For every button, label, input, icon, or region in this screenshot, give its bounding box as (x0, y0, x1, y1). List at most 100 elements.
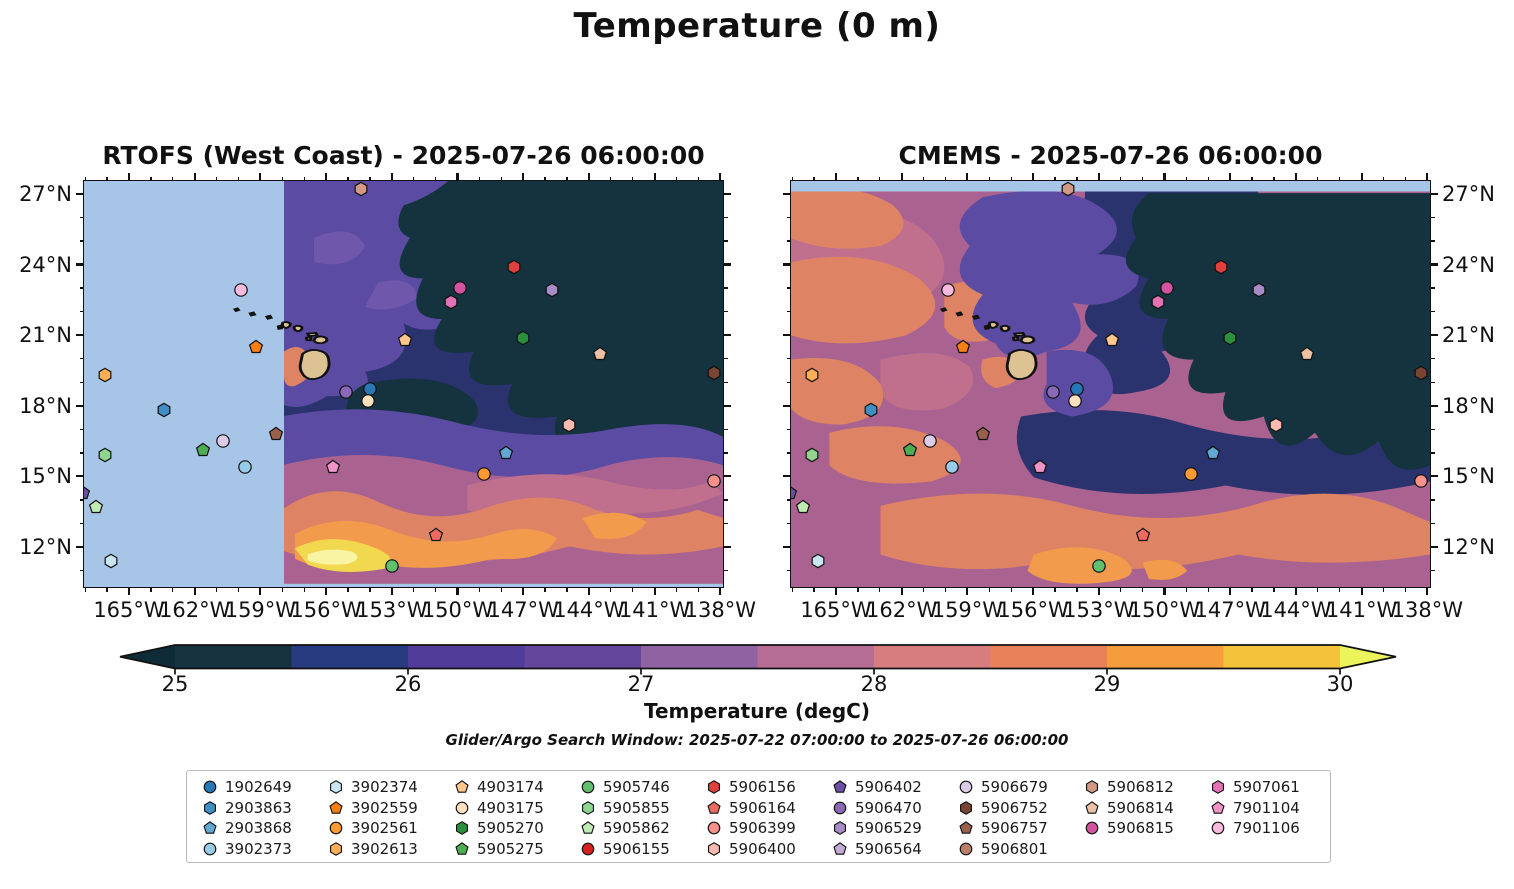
x-tick-top (1426, 173, 1429, 181)
x-tick-label: 141°W (1325, 598, 1398, 622)
x-tick-top (587, 173, 590, 181)
float-marker-5906752 (706, 365, 721, 381)
x-tick (1076, 587, 1078, 592)
temperature-field (84, 181, 723, 587)
y-tick-left (786, 522, 791, 525)
y-tick-right (723, 404, 731, 407)
pentagon-icon (833, 841, 847, 855)
hexagon-icon (1269, 417, 1283, 432)
hexagon-icon (330, 841, 342, 856)
x-tick (84, 587, 86, 592)
y-tick-left (79, 381, 84, 383)
search-window-note: Glider/Argo Search Window: 2025-07-22 07… (445, 731, 1069, 749)
float-marker-5907061 (443, 294, 458, 310)
x-tick-top (1076, 176, 1078, 181)
y-tick-label: 27°N (19, 182, 72, 206)
y-tick-label: 27°N (1442, 182, 1495, 206)
legend-entry-7901106: 7901106 (1211, 819, 1300, 837)
circle-icon (707, 821, 721, 835)
float-marker-5905746 (1091, 558, 1106, 573)
circle-icon (476, 467, 491, 481)
y-tick-right (1430, 192, 1438, 196)
circle-icon (360, 394, 375, 408)
map-plot-area (791, 181, 1430, 587)
legend-float-id: 5906815 (1107, 819, 1174, 837)
x-tick-top (1032, 173, 1035, 181)
x-tick (1294, 587, 1297, 595)
float-marker-5905862 (89, 499, 104, 514)
x-tick-top (1141, 176, 1144, 181)
x-tick-top (303, 176, 305, 181)
x-tick (237, 587, 240, 592)
x-tick (1339, 587, 1341, 592)
x-tick (413, 587, 415, 592)
legend-entry-5906752: 5906752 (959, 799, 1048, 817)
pentagon-icon (791, 486, 798, 499)
float-marker-2903868 (498, 445, 513, 460)
x-tick-top (1207, 176, 1209, 181)
x-tick-top (127, 173, 131, 181)
x-tick-label: 147°W (487, 598, 559, 622)
y-tick-left (79, 499, 84, 501)
x-tick-label: 144°W (553, 598, 625, 622)
float-marker-7901106 (233, 283, 248, 298)
x-tick (988, 587, 990, 592)
legend-float-id: 5905855 (603, 798, 670, 817)
x-tick-top (1163, 173, 1166, 181)
circle-icon (203, 780, 217, 794)
x-tick-top (237, 176, 240, 181)
y-tick-left (76, 192, 84, 196)
x-tick-top (610, 176, 612, 181)
legend-float-id: 4903175 (477, 798, 544, 817)
x-tick (215, 587, 218, 592)
x-tick-top (1273, 176, 1275, 181)
pentagon-icon (268, 426, 283, 441)
legend-float-id: 5906399 (729, 819, 796, 837)
colorbar-tick-label: 30 (1326, 672, 1354, 696)
float-marker-7901106 (940, 283, 955, 298)
float-marker-3902373 (238, 459, 253, 474)
y-tick-left (79, 287, 84, 289)
y-tick-left (786, 358, 791, 360)
y-tick-left (786, 499, 791, 501)
hexagon-icon (960, 800, 972, 815)
y-tick-left (76, 334, 84, 337)
y-tick-left (783, 545, 791, 549)
pentagon-icon (248, 339, 264, 354)
legend-entry-7901104: 7901104 (1211, 799, 1300, 817)
colorbar-tick-label: 29 (1093, 672, 1121, 696)
legend-float-id: 5906400 (729, 839, 796, 858)
hexagon-icon (805, 447, 819, 463)
x-tick-label: 153°W (1063, 598, 1135, 622)
pentagon-icon (1085, 800, 1099, 814)
x-tick-label: 138°W (684, 598, 756, 622)
y-tick-left (783, 192, 791, 196)
legend-entry-4903175: 4903175 (455, 799, 544, 817)
y-tick-right (723, 475, 731, 478)
hexagon-icon (1223, 330, 1237, 345)
circle-icon (706, 474, 721, 488)
y-tick-left (76, 545, 84, 549)
hexagon-icon (805, 367, 819, 383)
legend-entry-3902374: 3902374 (329, 778, 418, 796)
legend-float-id: 7901106 (1233, 819, 1300, 837)
x-tick-top (325, 173, 328, 181)
y-tick-label: 15°N (19, 464, 72, 489)
legend-float-id: 5905862 (603, 819, 670, 837)
x-tick-top (1229, 173, 1232, 181)
pentagon-icon (955, 339, 971, 354)
x-tick-top (834, 173, 838, 181)
x-tick (632, 587, 634, 592)
pentagon-icon (329, 800, 343, 814)
float-marker-5906752 (1413, 365, 1428, 381)
pentagon-icon (903, 443, 918, 457)
hexagon-icon (1212, 780, 1224, 794)
pentagon-icon (203, 821, 217, 834)
x-tick-top (390, 173, 393, 181)
x-tick-top (413, 176, 415, 181)
y-tick-right (723, 499, 728, 501)
y-tick-left (79, 310, 84, 313)
pentagon-icon (397, 332, 413, 347)
x-tick-top (857, 176, 859, 181)
